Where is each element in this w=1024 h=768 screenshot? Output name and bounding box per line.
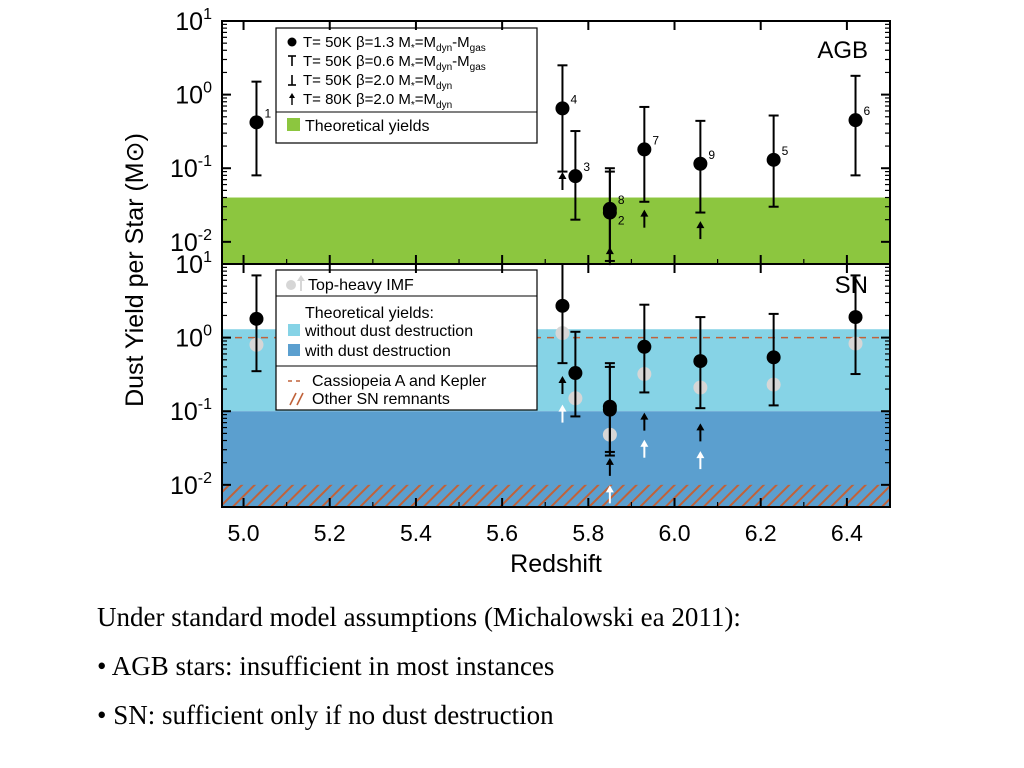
hatch-other-sn-remnants: [222, 484, 890, 507]
y-tick-label: 100: [175, 80, 212, 110]
data-point: [568, 169, 583, 184]
legend-cassiopeia-kepler: Cassiopeia A and Kepler: [312, 373, 487, 390]
arrow-head: [696, 423, 705, 431]
y-tick-label: 101: [175, 249, 212, 279]
point-label-9: 9: [708, 148, 715, 162]
data-point: [249, 311, 264, 326]
data-point: [848, 113, 863, 128]
legend-entry-1: T= 50K β=1.3 M*=Mdyn-Mgas: [303, 34, 486, 54]
point-label-3: 3: [583, 160, 590, 174]
panel-label-agb: AGB: [817, 37, 868, 64]
point-label-4: 4: [570, 92, 577, 106]
legend-entry-4: T= 80K β=2.0 M*=Mdyn: [303, 91, 452, 111]
panel-frame: [221, 263, 891, 508]
arrow-head: [605, 457, 614, 465]
point-label-8: 8: [618, 193, 625, 207]
legend-with-destruction: with dust destruction: [304, 343, 451, 360]
legend-green-swatch: [287, 118, 300, 131]
legend-imf-dot-icon: [286, 280, 296, 290]
legend-theory-title: Theoretical yields:: [305, 305, 434, 322]
y-tick-label: 100: [175, 323, 212, 353]
legend-box: [275, 27, 538, 144]
legend-top-heavy-imf: Top-heavy IMF: [308, 277, 414, 294]
arrow-head: [605, 485, 614, 493]
y-axis-label-text: Dust Yield per Star (M⊙): [121, 133, 149, 407]
y-tick-label: 101: [175, 6, 212, 36]
y-tick-label: 10-2: [170, 227, 212, 257]
x-tick-label: 6.2: [745, 520, 777, 546]
legend-imf-arrow-head: [297, 275, 305, 281]
arrow-head: [640, 439, 649, 447]
x-tick-label: 5.8: [572, 520, 604, 546]
point-label-1: 1: [264, 106, 271, 120]
point-label-6: 6: [864, 104, 871, 118]
legend-hatch-icon: [296, 392, 304, 406]
legend-swatch-with: [288, 344, 300, 356]
arrow-head: [605, 247, 614, 255]
point-label-5: 5: [782, 144, 789, 158]
caption-bullet-agb: • AGB stars: insufficient in most instan…: [97, 651, 555, 681]
legend-without-destruction: without dust destruction: [304, 323, 473, 340]
legend-dot-icon: [287, 37, 297, 47]
y-tick-label: 10-2: [170, 470, 212, 500]
data-point: [602, 205, 617, 220]
legend-entry-3: T= 50K β=2.0 M*=Mdyn: [303, 72, 452, 92]
caption-intro: Under standard model assumptions (Michal…: [97, 602, 741, 632]
shared-axes: 5.0 5.2 5.4 5.6 5.8 6.0 6.2 6.4 Redshift Dust Yie…: [121, 21, 863, 578]
y-tick-label: 10-1: [170, 153, 212, 183]
theoretical-yield-band: [222, 197, 890, 264]
y-axis-label: Dust Yield per Star (M⊙): [121, 133, 149, 407]
data-point: [249, 115, 264, 130]
x-tick-label: 5.2: [314, 520, 346, 546]
arrow-head: [558, 376, 567, 384]
data-point: [693, 354, 708, 369]
point-label-7: 7: [652, 133, 659, 147]
y-tick-label: 10-1: [170, 396, 212, 426]
caption-bullet-sn: • SN: sufficient only if no dust destruc…: [97, 700, 554, 730]
data-point: [766, 350, 781, 365]
data-point: [555, 298, 570, 313]
sn-legend: Top-heavy IMF Theoretical yields:without …: [275, 269, 538, 411]
legend-arrow-head: [289, 93, 295, 98]
legend-box: [275, 269, 538, 411]
x-tick-label: 6.4: [831, 520, 863, 546]
x-tick-label: 5.4: [400, 520, 432, 546]
arrow-head: [696, 221, 705, 229]
panel-label-sn: SN: [835, 272, 868, 299]
data-point: [555, 101, 570, 116]
data-point: [568, 366, 583, 381]
agb-panel: 101 100 10-1 10-2 AGB 1 4 3 8 2 7 9 5 6 T= 50K β=1.3 M…: [170, 6, 891, 266]
x-axis-label: Redshift: [510, 550, 602, 578]
arrow-head: [640, 412, 649, 420]
x-tick-label: 6.0: [659, 520, 691, 546]
arrow-head: [640, 209, 649, 217]
point-label-2: 2: [618, 214, 625, 228]
sn-panel: 101 100 10-1 10-2 SN Top-heavy IMF Theoretical…: [170, 249, 891, 508]
legend-other-sn-remnants: Other SN remnants: [312, 391, 450, 408]
arrow-head: [558, 171, 567, 179]
data-point: [602, 402, 617, 417]
arrow-head: [696, 451, 705, 459]
data-point: [637, 142, 652, 157]
legend-entry-2: T= 50K β=0.6 M*=Mdyn-Mgas: [303, 53, 486, 73]
x-tick-label: 5.6: [486, 520, 518, 546]
data-point: [848, 310, 863, 325]
data-point: [766, 152, 781, 167]
dust-yield-figure: 101 100 10-1 10-2 AGB 1 4 3 8 2 7 9 5 6 T= 50K β=1.3 M…: [121, 6, 891, 578]
legend-theoretical-yields: Theoretical yields: [305, 118, 430, 135]
legend-swatch-without: [288, 324, 300, 336]
x-tick-label: 5.0: [228, 520, 260, 546]
data-point: [693, 156, 708, 171]
legend-hatch-icon: [289, 392, 297, 406]
data-point: [637, 339, 652, 354]
arrow-head: [558, 404, 567, 412]
